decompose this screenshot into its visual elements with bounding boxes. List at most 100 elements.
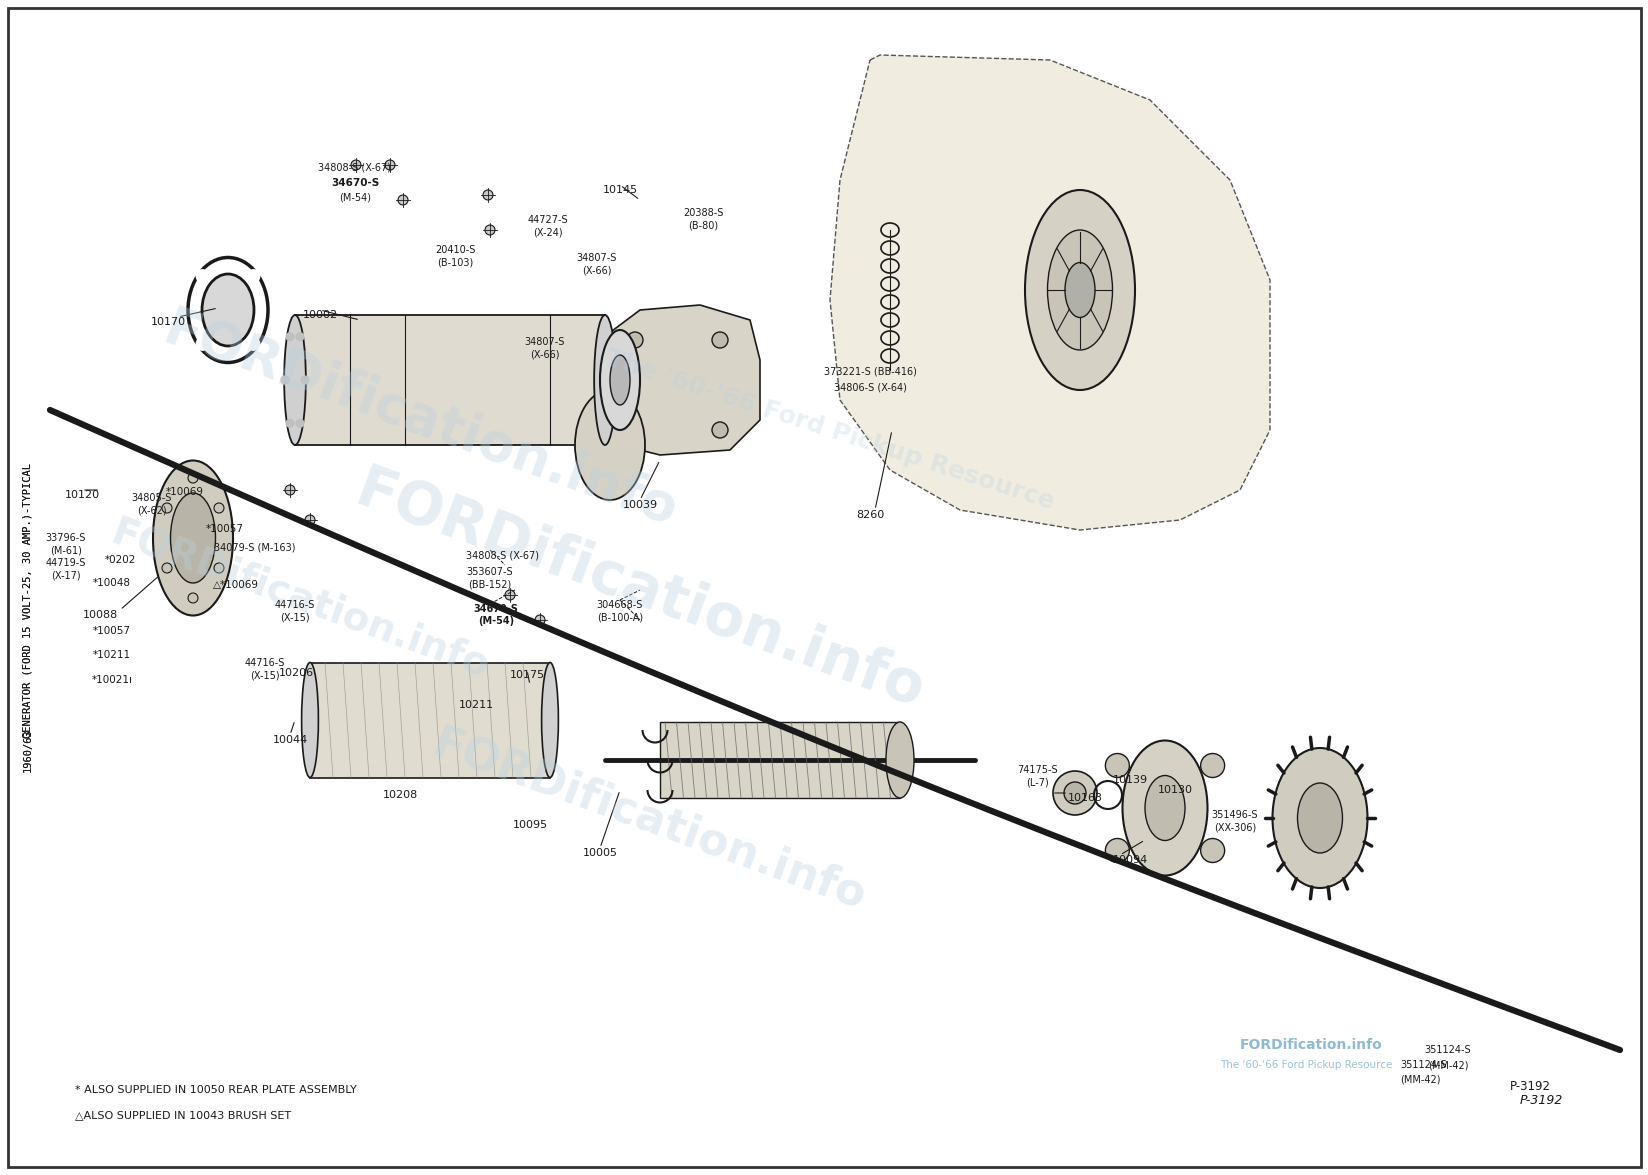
Circle shape bbox=[196, 337, 209, 351]
Text: *10021ı: *10021ı bbox=[91, 674, 132, 685]
Circle shape bbox=[483, 190, 493, 200]
Circle shape bbox=[214, 563, 224, 573]
Text: 10206: 10206 bbox=[279, 669, 313, 678]
Circle shape bbox=[162, 503, 171, 513]
Text: 351496-S
(XX-306): 351496-S (XX-306) bbox=[1211, 810, 1257, 832]
Circle shape bbox=[297, 419, 303, 428]
Circle shape bbox=[188, 474, 198, 483]
Text: 10044: 10044 bbox=[272, 736, 308, 745]
Text: GENERATOR (FORD 15 VOLT-25, 30 AMP.)-TYPICAL: GENERATOR (FORD 15 VOLT-25, 30 AMP.)-TYP… bbox=[23, 463, 33, 738]
Text: (M-54): (M-54) bbox=[339, 193, 371, 203]
Text: *0202: *0202 bbox=[104, 555, 135, 565]
Text: The '60-'66 Ford Pickup Resource: The '60-'66 Ford Pickup Resource bbox=[1220, 1060, 1391, 1070]
Circle shape bbox=[196, 269, 209, 283]
Text: 44719-S
(X-17): 44719-S (X-17) bbox=[46, 558, 86, 580]
Circle shape bbox=[712, 333, 727, 348]
Circle shape bbox=[504, 590, 514, 600]
Text: 10211: 10211 bbox=[458, 700, 493, 710]
Circle shape bbox=[1200, 753, 1224, 778]
Ellipse shape bbox=[302, 663, 318, 778]
Ellipse shape bbox=[885, 721, 913, 798]
Ellipse shape bbox=[170, 494, 216, 583]
Text: 34808-S (X-67): 34808-S (X-67) bbox=[466, 550, 539, 560]
Text: 10145: 10145 bbox=[602, 184, 638, 195]
Circle shape bbox=[297, 333, 303, 341]
Ellipse shape bbox=[1144, 776, 1185, 840]
Circle shape bbox=[1104, 839, 1129, 862]
Ellipse shape bbox=[541, 663, 559, 778]
Circle shape bbox=[246, 337, 260, 351]
Text: 20410-S
(B-103): 20410-S (B-103) bbox=[435, 246, 475, 268]
Text: 34670-S
(M-54): 34670-S (M-54) bbox=[473, 604, 517, 626]
Circle shape bbox=[1053, 771, 1096, 815]
Text: 351124-S: 351124-S bbox=[1399, 1060, 1445, 1070]
Text: 44727-S
(X-24): 44727-S (X-24) bbox=[527, 215, 569, 237]
Ellipse shape bbox=[593, 315, 615, 445]
Bar bbox=[659, 721, 900, 798]
Text: P-3192: P-3192 bbox=[1508, 1080, 1549, 1093]
Text: 10170: 10170 bbox=[150, 317, 186, 327]
Circle shape bbox=[162, 563, 171, 573]
Text: 10088: 10088 bbox=[82, 610, 117, 620]
Text: 34079-S (M-163): 34079-S (M-163) bbox=[214, 543, 295, 553]
Ellipse shape bbox=[1046, 230, 1112, 350]
Text: FORDification.info: FORDification.info bbox=[157, 303, 684, 537]
Polygon shape bbox=[585, 306, 760, 455]
Text: 34808-S (X-67): 34808-S (X-67) bbox=[318, 162, 391, 172]
Text: FORDification.info: FORDification.info bbox=[348, 461, 931, 719]
Text: 74175-S
(L-7): 74175-S (L-7) bbox=[1017, 765, 1058, 787]
Text: *10048: *10048 bbox=[92, 578, 130, 588]
Bar bbox=[310, 663, 550, 778]
Text: *10057: *10057 bbox=[206, 524, 244, 533]
Circle shape bbox=[351, 160, 361, 170]
Text: FORDification.info: FORDification.info bbox=[427, 721, 872, 919]
Text: 373221-S (BB-416): 373221-S (BB-416) bbox=[822, 367, 916, 377]
Circle shape bbox=[1104, 753, 1129, 778]
Text: *10211: *10211 bbox=[92, 650, 130, 660]
Text: △*10069: △*10069 bbox=[213, 580, 259, 590]
Circle shape bbox=[626, 422, 643, 438]
Text: 8260: 8260 bbox=[855, 510, 883, 521]
Text: 10139: 10139 bbox=[1112, 776, 1147, 785]
Text: 10163: 10163 bbox=[1066, 793, 1103, 803]
Circle shape bbox=[397, 195, 407, 204]
Circle shape bbox=[534, 615, 545, 625]
Text: 353607-S
(BB-152): 353607-S (BB-152) bbox=[466, 568, 513, 590]
Text: 34670-S: 34670-S bbox=[331, 177, 379, 188]
Text: 34805-S
(X-62): 34805-S (X-62) bbox=[132, 494, 171, 516]
Text: 10094: 10094 bbox=[1112, 855, 1147, 865]
Ellipse shape bbox=[153, 461, 232, 616]
Text: 10039: 10039 bbox=[621, 501, 658, 510]
Text: The '60-'66 Ford Pickup Resource: The '60-'66 Ford Pickup Resource bbox=[603, 345, 1056, 513]
Text: * ALSO SUPPLIED IN 10050 REAR PLATE ASSEMBLY: * ALSO SUPPLIED IN 10050 REAR PLATE ASSE… bbox=[74, 1085, 356, 1095]
Text: 10130: 10130 bbox=[1157, 785, 1192, 795]
Ellipse shape bbox=[610, 355, 630, 405]
Text: 10095: 10095 bbox=[513, 820, 547, 830]
Text: 34806-S (X-64): 34806-S (X-64) bbox=[832, 382, 906, 392]
Text: 10208: 10208 bbox=[382, 790, 417, 800]
Circle shape bbox=[246, 269, 260, 283]
Text: 44716-S
(X-15): 44716-S (X-15) bbox=[244, 658, 285, 680]
Circle shape bbox=[214, 503, 224, 513]
Polygon shape bbox=[829, 55, 1269, 530]
Text: P-3192: P-3192 bbox=[1519, 1094, 1562, 1107]
Circle shape bbox=[712, 422, 727, 438]
Text: GENERATOR (FORD 15 VOLT-25, 30 AMP.)-TYPICAL: GENERATOR (FORD 15 VOLT-25, 30 AMP.)-TYP… bbox=[23, 463, 33, 738]
Text: 351124-S: 351124-S bbox=[1424, 1045, 1470, 1055]
Circle shape bbox=[384, 160, 396, 170]
Ellipse shape bbox=[201, 274, 254, 345]
Circle shape bbox=[280, 376, 288, 384]
Text: 10005: 10005 bbox=[582, 848, 616, 858]
Circle shape bbox=[626, 333, 643, 348]
Text: *10069: *10069 bbox=[166, 486, 204, 497]
Circle shape bbox=[305, 515, 315, 525]
Bar bbox=[295, 315, 605, 445]
Ellipse shape bbox=[1065, 262, 1094, 317]
Text: 33796-S
(M-61): 33796-S (M-61) bbox=[46, 533, 86, 556]
Circle shape bbox=[1200, 839, 1224, 862]
Text: 1960/63: 1960/63 bbox=[23, 728, 33, 772]
Text: 44716-S
(X-15): 44716-S (X-15) bbox=[275, 600, 315, 623]
Text: *10057: *10057 bbox=[92, 626, 130, 636]
Text: FORDification.info: FORDification.info bbox=[105, 513, 494, 686]
Text: 20388-S
(B-80): 20388-S (B-80) bbox=[682, 208, 723, 230]
